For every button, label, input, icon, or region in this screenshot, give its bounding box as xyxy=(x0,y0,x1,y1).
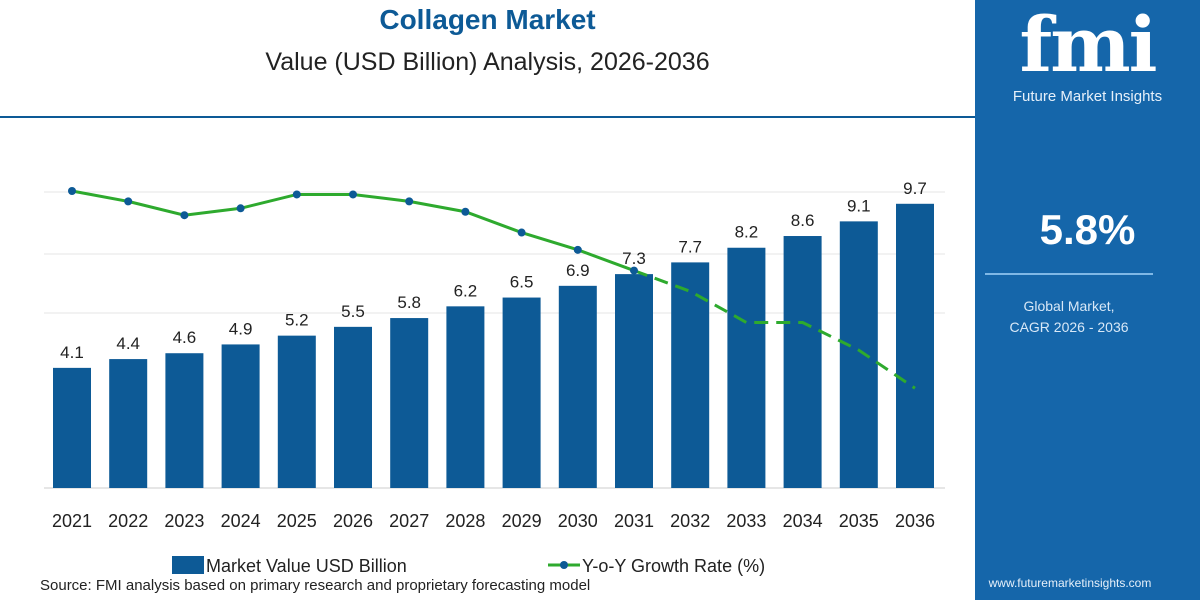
website-url[interactable]: www.futuremarketinsights.com xyxy=(988,576,1152,590)
growth-marker xyxy=(405,197,414,206)
bar xyxy=(727,247,766,488)
chart-subtitle: Value (USD Billion) Analysis, 2026-2036 xyxy=(265,48,710,76)
divider xyxy=(985,273,1153,275)
legend-line-marker xyxy=(560,561,568,569)
bar xyxy=(165,353,204,488)
bar-value-label: 8.2 xyxy=(735,223,759,242)
bar xyxy=(558,285,597,488)
bar-value-label: 7.7 xyxy=(678,237,702,256)
legend-bar-label: Market Value USD Billion xyxy=(206,556,407,576)
growth-marker xyxy=(349,190,357,199)
x-tick-label: 2035 xyxy=(839,511,879,531)
bar xyxy=(390,318,429,488)
bar-value-label: 6.2 xyxy=(454,281,478,300)
legend-bar-swatch xyxy=(172,556,204,574)
legend-line-label: Y-o-Y Growth Rate (%) xyxy=(582,556,765,576)
x-tick-label: 2023 xyxy=(164,511,204,531)
x-tick-label: 2029 xyxy=(502,511,542,531)
bar xyxy=(502,297,541,488)
bar xyxy=(783,236,822,488)
x-tick-label: 2032 xyxy=(670,511,710,531)
bar-value-label: 5.8 xyxy=(397,293,421,312)
bar xyxy=(446,306,485,488)
cagr-value: 5.8% xyxy=(1039,206,1136,253)
x-tick-label: 2025 xyxy=(277,511,317,531)
bar-value-label: 5.5 xyxy=(341,302,365,321)
growth-line-solid xyxy=(71,189,635,272)
x-tick-label: 2031 xyxy=(614,511,654,531)
x-tick-label: 2028 xyxy=(445,511,485,531)
bar xyxy=(839,221,878,488)
source-note: Source: FMI analysis based on primary re… xyxy=(40,577,591,594)
bar-value-label: 9.7 xyxy=(903,179,927,198)
bar-value-label: 4.6 xyxy=(173,328,197,347)
header-divider xyxy=(0,116,975,118)
growth-marker xyxy=(573,245,582,254)
growth-marker xyxy=(630,266,638,275)
bar xyxy=(53,367,91,488)
bar xyxy=(221,344,260,488)
cagr-label-line2: CAGR 2026 - 2036 xyxy=(1009,319,1129,335)
x-tick-label: 2034 xyxy=(783,511,823,531)
bar-value-label: 4.9 xyxy=(229,319,253,338)
bar-value-label: 6.9 xyxy=(566,261,590,280)
bar-value-label: 6.5 xyxy=(510,273,534,292)
x-tick-label: 2030 xyxy=(558,511,598,531)
x-tick-label: 2021 xyxy=(52,511,92,531)
x-tick-label: 2033 xyxy=(726,511,766,531)
x-tick-label: 2026 xyxy=(333,511,373,531)
bar-value-label: 4.4 xyxy=(116,334,140,353)
bar xyxy=(615,274,653,488)
bar-value-label: 5.2 xyxy=(285,311,309,330)
bar-value-label: 9.1 xyxy=(847,196,871,215)
chart-title: Collagen Market xyxy=(379,4,596,35)
growth-marker xyxy=(68,187,76,195)
bar-value-label: 7.3 xyxy=(622,249,646,268)
bar xyxy=(277,335,316,488)
fmi-logo: fmi xyxy=(1019,0,1158,89)
bar xyxy=(671,262,710,488)
x-tick-label: 2027 xyxy=(389,511,429,531)
bar xyxy=(896,203,934,489)
growth-marker xyxy=(292,190,301,199)
cagr-label-line1: Global Market, xyxy=(1023,298,1115,314)
brand-name: Future Market Insights xyxy=(1012,88,1163,105)
sidebar: fmi Future Market Insights 5.8% Global M… xyxy=(975,0,1200,600)
bar-value-label: 4.1 xyxy=(60,343,84,362)
x-tick-label: 2022 xyxy=(108,511,148,531)
cagr-label: Global Market, CAGR 2026 - 2036 xyxy=(985,296,1153,338)
bar-value-label: 8.6 xyxy=(791,211,815,230)
growth-marker xyxy=(124,197,133,206)
growth-line-dashed xyxy=(633,269,916,390)
chart: 4.1 2021 4.4 2022 4.6 2023 4.9 2024 5.2 2025 5.5 20… xyxy=(44,179,945,576)
x-tick-label: 2024 xyxy=(221,511,261,531)
x-tick-label: 2036 xyxy=(895,511,935,531)
growth-marker xyxy=(180,211,189,220)
growth-marker xyxy=(236,204,245,213)
growth-marker xyxy=(517,228,526,237)
bar xyxy=(109,359,148,488)
bar xyxy=(334,326,372,488)
growth-marker xyxy=(461,207,470,216)
